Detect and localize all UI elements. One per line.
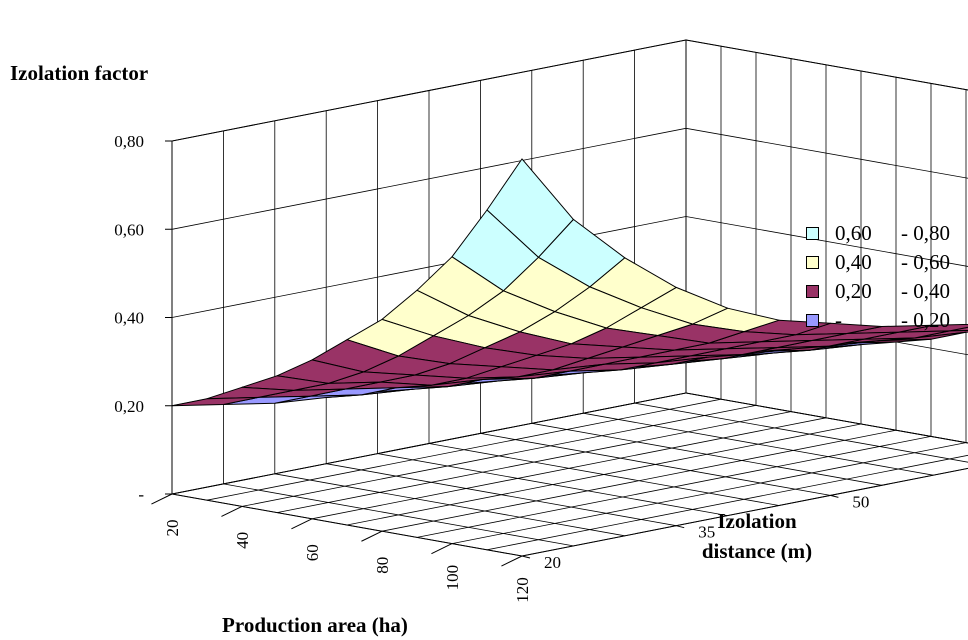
x-tick-label: 100: [443, 565, 462, 591]
chart-axes: -0,200,400,600,802040608010012020355065: [114, 132, 968, 603]
z-tick-label: 0,80: [114, 132, 144, 151]
legend-range-low: 0,20: [835, 279, 872, 303]
gridline-floor: [428, 443, 780, 506]
x-tick: [291, 518, 313, 530]
gridline-floor: [377, 453, 728, 516]
legend-item: - - 0,20: [806, 306, 950, 335]
surface-cell: [171, 396, 259, 407]
legend-swatch: [806, 314, 819, 327]
gridline-floor: [531, 422, 882, 486]
legend-swatch: [806, 227, 819, 240]
x-tick-label: 40: [233, 532, 252, 549]
z-axis-title: Izolation factor: [10, 61, 148, 85]
legend-item: 0,20 - 0,40: [806, 277, 950, 306]
gridline-floor: [274, 473, 625, 537]
x-axis-line: [171, 493, 523, 557]
gridline-floor: [480, 433, 831, 496]
legend-item: 0,60 - 0,80: [806, 219, 950, 248]
x-tick-label: 120: [513, 577, 532, 603]
legend-swatch: [806, 256, 819, 269]
legend-item: 0,40 - 0,60: [806, 248, 950, 277]
gridline-floor: [326, 463, 677, 527]
y-tick-label: 20: [544, 553, 561, 572]
z-tick-label: 0,20: [114, 397, 144, 416]
gridline-floor: [223, 483, 574, 547]
y-tick: [830, 494, 839, 498]
x-tick: [151, 493, 173, 505]
legend-range-low: -: [835, 308, 842, 332]
legend-range-high: - 0,20: [901, 308, 950, 332]
y-tick-label: 50: [852, 492, 869, 511]
y-axis-title-line2: distance (m): [702, 539, 812, 563]
y-axis-line: [521, 467, 968, 557]
legend-range-high: - 0,40: [901, 279, 950, 303]
x-tick-label: 80: [373, 557, 392, 574]
legend-swatch: [806, 285, 819, 298]
z-tick-label: -: [138, 485, 144, 504]
x-tick-label: 20: [163, 520, 182, 537]
x-tick-label: 60: [303, 544, 322, 561]
y-tick: [676, 525, 685, 529]
gridline-z: [171, 216, 968, 318]
gridline-floor: [685, 392, 968, 444]
gridline-z: [171, 127, 968, 230]
z-tick-label: 0,60: [114, 220, 144, 239]
gridline-floor: [583, 412, 934, 476]
surface-plot: [171, 158, 968, 407]
y-tick: [521, 555, 531, 559]
legend-range-low: 0,40: [835, 250, 872, 274]
legend-range-high: - 0,80: [901, 221, 950, 245]
gridline-floor: [486, 454, 968, 551]
x-axis-title: Production area (ha): [222, 613, 408, 637]
y-axis-title-line1: Izolation: [717, 509, 797, 533]
gridline-floor: [634, 402, 968, 463]
legend-range-high: - 0,60: [901, 250, 950, 274]
x-tick: [501, 555, 523, 567]
x-tick: [431, 543, 453, 555]
legend: 0,60 - 0,80 0,40 - 0,60 0,20 - 0,40 - - 0,20: [806, 219, 950, 335]
x-tick: [221, 505, 243, 517]
z-tick-label: 0,40: [114, 309, 144, 328]
y-tick-label: 35: [698, 523, 715, 542]
gridline-z: [171, 39, 968, 142]
legend-range-low: 0,60: [835, 221, 872, 245]
x-tick: [361, 530, 383, 542]
